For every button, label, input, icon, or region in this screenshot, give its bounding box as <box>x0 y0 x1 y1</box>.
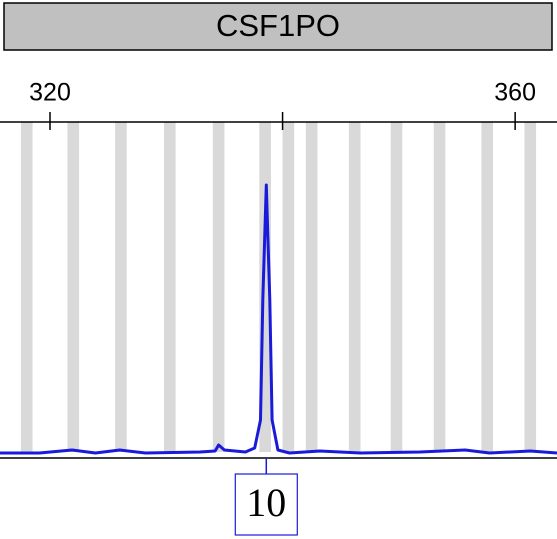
allele-bin <box>212 122 225 452</box>
allele-bin <box>282 122 295 452</box>
allele-box <box>234 473 298 536</box>
x-tick-label: 360 <box>494 79 536 107</box>
allele-bin <box>305 122 318 452</box>
allele-bin <box>259 122 271 452</box>
allele-bin <box>67 122 80 452</box>
x-tick-label: 320 <box>29 79 71 107</box>
allele-bin <box>163 122 176 452</box>
allele-label: 10 <box>246 480 286 525</box>
chart-title: CSF1PO <box>216 8 340 43</box>
allele-bin <box>433 122 446 452</box>
allele-bin <box>115 122 127 452</box>
title-bar <box>3 2 553 51</box>
allele-bin <box>524 122 537 452</box>
allele-bin <box>20 122 33 452</box>
allele-bin <box>481 122 494 452</box>
allele-bin <box>390 122 403 452</box>
trace <box>0 183 557 455</box>
allele-bin <box>348 122 361 452</box>
